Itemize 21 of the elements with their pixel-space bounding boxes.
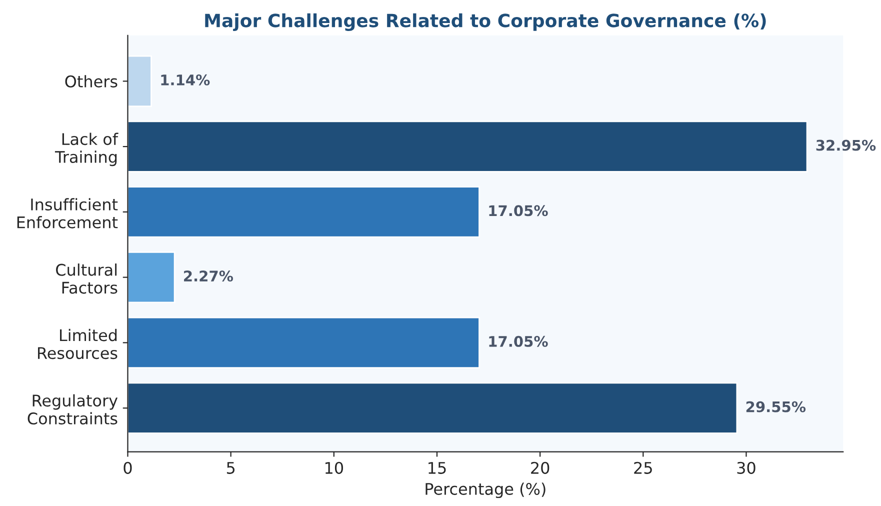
data-label: 32.95% (816, 140, 876, 151)
x-tick-label: 30 (737, 462, 756, 474)
y-tick-label: Insufficient Enforcement (17, 198, 118, 228)
y-tick-label: Others (65, 75, 118, 88)
x-axis-title: Percentage (%) (426, 482, 546, 498)
x-tick-label: 0 (124, 462, 132, 474)
x-tick-label: 10 (325, 462, 344, 474)
data-label: 17.05% (489, 205, 548, 216)
y-tick-label: Lack of Training (54, 132, 118, 166)
data-label: 17.05% (489, 336, 548, 347)
chart-title: Major Challenges Related to Corporate Governance (%) (205, 13, 766, 31)
y-tick-label: Limited Resources (38, 328, 118, 360)
x-tick-label: 25 (634, 462, 652, 474)
x-tick-label: 20 (531, 462, 550, 474)
y-tick-label: Regulatory Constraints (28, 394, 118, 425)
data-label: 2.27% (184, 270, 234, 282)
y-tick-label: Cultural Factors (56, 264, 118, 294)
data-label: 29.55% (746, 401, 806, 412)
x-tick-label: 15 (428, 462, 446, 474)
data-label: 1.14% (161, 74, 210, 86)
x-tick-label: 5 (226, 462, 235, 474)
